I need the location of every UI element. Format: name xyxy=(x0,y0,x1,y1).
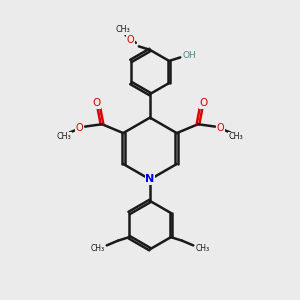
Text: OH: OH xyxy=(183,51,196,60)
Text: CH₃: CH₃ xyxy=(196,244,210,253)
Text: CH₃: CH₃ xyxy=(229,132,244,141)
Text: CH₃: CH₃ xyxy=(56,132,71,141)
Text: CH₃: CH₃ xyxy=(90,244,104,253)
Text: N: N xyxy=(146,174,154,184)
Text: O: O xyxy=(127,35,134,46)
Text: O: O xyxy=(93,98,101,108)
Text: O: O xyxy=(217,123,224,133)
Text: O: O xyxy=(76,123,83,133)
Text: O: O xyxy=(199,98,207,108)
Text: CH₃: CH₃ xyxy=(115,26,130,34)
